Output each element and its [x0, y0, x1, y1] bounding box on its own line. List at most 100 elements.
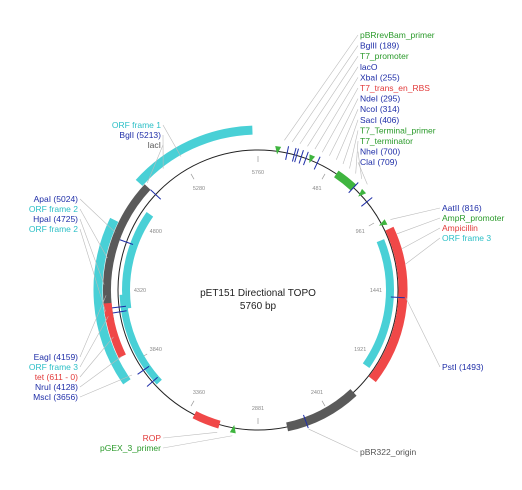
restriction-sites [112, 146, 405, 429]
leader-line [336, 109, 359, 160]
feature-label: T7_promoter [360, 51, 409, 61]
cut-site [348, 182, 359, 194]
orf-frame-2-arc-outer [93, 217, 131, 385]
feature-label: T7_terminator [360, 136, 413, 146]
feature-label: XbaI (255) [360, 72, 400, 82]
feature-label: HpaI (4725) [33, 214, 78, 224]
tick-mark [321, 400, 326, 407]
cut-site [294, 148, 299, 163]
cut-site [298, 150, 304, 164]
leader-line [308, 428, 359, 453]
leader-line [355, 140, 359, 174]
leader-line [299, 56, 359, 145]
feature-label: NheI (700) [360, 147, 400, 157]
feature-label: ORF frame 1 [112, 120, 161, 130]
cut-site [313, 156, 321, 170]
feature-label: NruI (4128) [35, 382, 78, 392]
orf-frame-2-arc-inner [122, 212, 154, 309]
feature-label: MscI (3656) [33, 392, 78, 402]
leader-line [321, 87, 359, 153]
pst-label: PstI (1493) [442, 362, 484, 372]
pgex-3-primer-marker [229, 424, 236, 434]
ampicillin-arc [368, 226, 408, 383]
leader-line [291, 45, 359, 143]
feature-label: SacI (406) [360, 115, 399, 125]
orf-frame-3-arc-left [119, 294, 162, 385]
leader-line [79, 336, 114, 378]
tet-arc [103, 302, 126, 358]
feature-label: BglI (5213) [119, 130, 161, 140]
leader-line [405, 237, 441, 265]
leader-line [79, 228, 106, 312]
rop-arc [192, 411, 221, 429]
leader-line [405, 297, 441, 368]
feature-label: ROP [143, 433, 162, 443]
tick-label: 3840 [150, 347, 162, 353]
ori-label: pBR322_origin [360, 447, 417, 457]
feature-label: ApaI (5024) [34, 194, 79, 204]
leader-line [162, 431, 218, 439]
leader-line [162, 124, 182, 157]
tick-label: 5280 [193, 186, 205, 192]
cut-site [112, 310, 127, 314]
feature-label: ORF frame 2 [29, 224, 78, 234]
feature-label: tet (611 - 0) [35, 372, 78, 382]
tick-mark [368, 222, 375, 227]
tick-label: 2881 [252, 406, 264, 412]
tick-label: 481 [312, 186, 321, 192]
tick-label: 2401 [311, 390, 323, 396]
leader-line [79, 295, 107, 358]
t7-terminal-primer-marker [358, 188, 367, 197]
leader-line [146, 144, 164, 184]
label-leader-lines [79, 34, 441, 453]
leader-line [79, 316, 109, 368]
feature-label: T7_trans_en_RBS [360, 83, 430, 93]
tick-label: 4320 [134, 288, 146, 294]
cut-site [150, 189, 162, 200]
feature-arcs [93, 125, 408, 434]
leader-line [79, 374, 133, 398]
feature-label: NdeI (295) [360, 94, 400, 104]
leader-line [79, 356, 122, 388]
feature-label: ORF frame 2 [29, 204, 78, 214]
leader-line [349, 130, 359, 169]
orf-frame-3-arc-right [362, 239, 394, 368]
feature-label: lacO [360, 62, 378, 72]
cut-site [137, 365, 150, 375]
plasmid-length: 5760 bp [240, 301, 277, 312]
plasmid-name: pET151 Directional TOPO [200, 288, 316, 299]
feature-label: Ampicillin [442, 223, 478, 233]
cut-site [361, 197, 373, 207]
tick-label: 1921 [354, 347, 366, 353]
pbrrevbam-primer-marker [275, 145, 282, 155]
cut-site [146, 376, 158, 387]
cut-site [285, 146, 290, 161]
cut-site [390, 296, 405, 299]
plasmid-backbone [117, 149, 399, 431]
leader-line [284, 34, 359, 141]
tick-mark [190, 173, 195, 180]
leader-line [329, 98, 359, 156]
ampr-promoter-marker [378, 219, 388, 226]
feature-label: ORF frame 3 [442, 233, 491, 243]
orf-frame-1-arc [135, 125, 253, 186]
leader-line [307, 66, 359, 147]
tick-label: 4800 [150, 229, 162, 235]
t7-terminator-arc [334, 170, 357, 191]
feature-label: lacI [148, 140, 161, 150]
feature-label: T7_Terminal_primer [360, 125, 436, 135]
tick-label: 961 [356, 229, 365, 235]
tick-mark [190, 400, 195, 407]
leader-line [79, 218, 105, 285]
leader-line [396, 217, 441, 235]
cut-site [291, 147, 297, 162]
feature-label: ORF frame 3 [29, 362, 78, 372]
leader-line [357, 162, 368, 185]
leader-line [342, 119, 359, 165]
pbr322-origin-arc [286, 389, 357, 432]
leader-line [314, 77, 359, 150]
feature-label: AmpR_promoter [442, 213, 505, 223]
feature-label: NcoI (314) [360, 104, 400, 114]
